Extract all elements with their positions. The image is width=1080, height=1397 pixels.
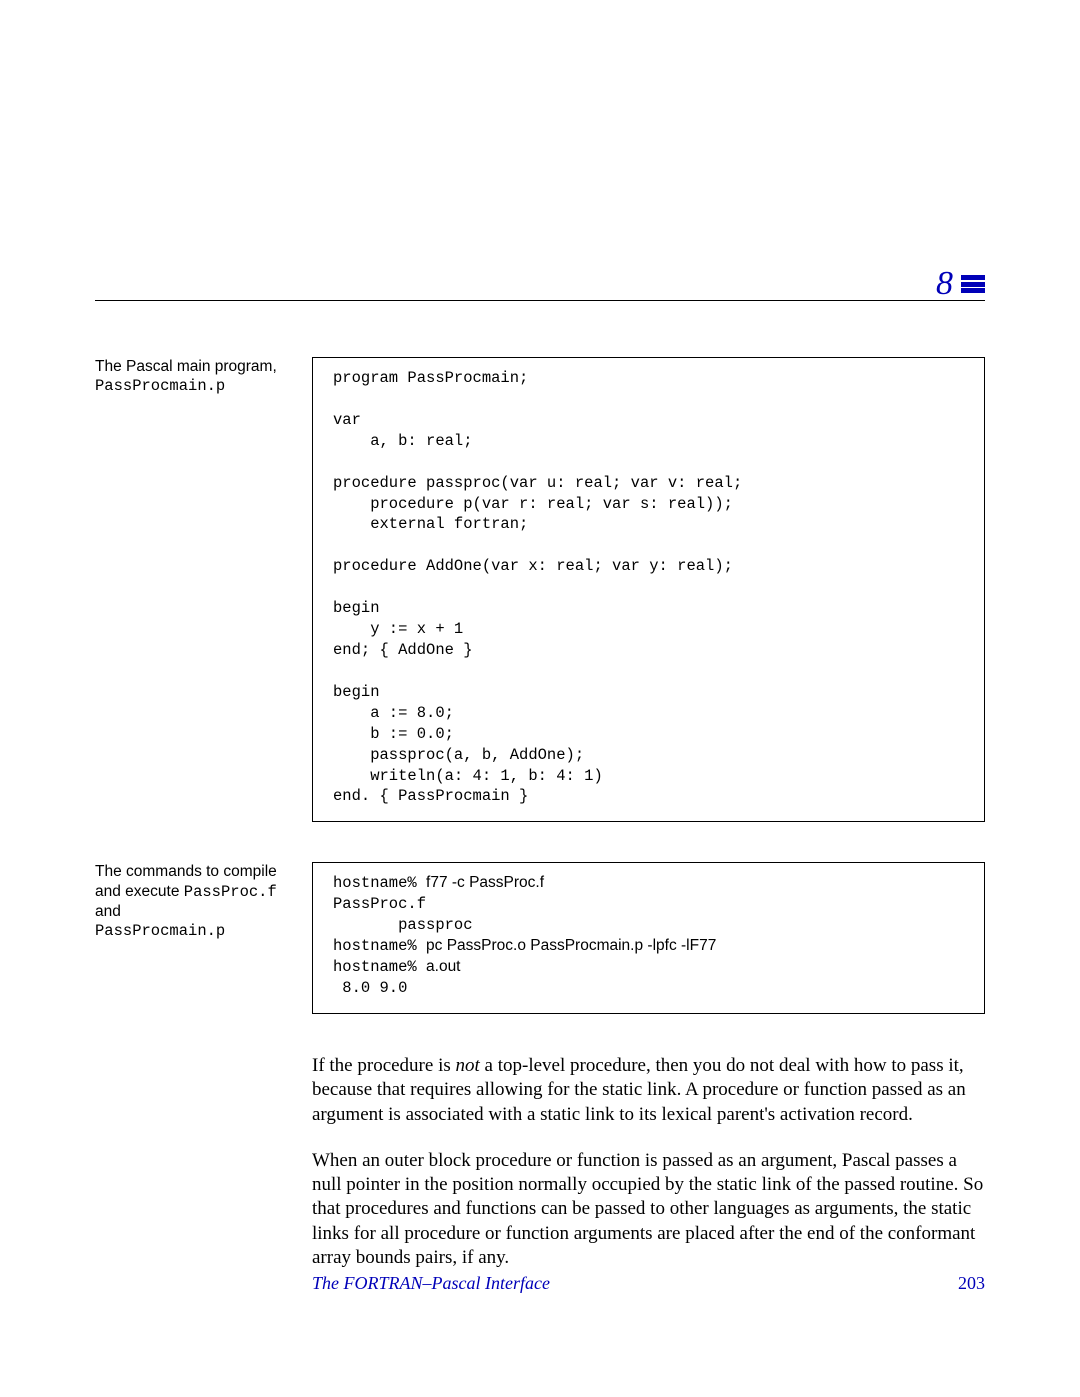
term-out-2: passproc [333,916,473,934]
term-out-3: 8.0 9.0 [333,979,407,997]
term-cmd-2: pc PassProc.o PassProcmain.p -lpfc -lF77 [426,937,716,954]
para1-pre: If the procedure is [312,1055,456,1076]
caption-2: The commands to compile and execute Pass… [95,862,290,942]
code-listing-2: hostname% f77 -c PassProc.f PassProc.f p… [312,862,985,1014]
term-cmd-1: f77 -c PassProc.f [426,874,544,891]
code-listing-1: program PassProcmain; var a, b: real; pr… [312,357,985,822]
footer-title: The FORTRAN–Pascal Interface [312,1273,550,1294]
header-rule [95,300,985,301]
term-out-1: PassProc.f [333,895,426,913]
caption-1-filename: PassProcmain.p [95,377,225,395]
caption-2-file1: PassProc.f [184,883,277,901]
chapter-number: 8 [936,265,953,303]
term-host-3: hostname% [333,958,426,976]
caption-1: The Pascal main program, PassProcmain.p [95,357,290,397]
menu-bars-icon [961,272,985,296]
chapter-header: 8 [95,265,985,303]
term-host-1: hostname% [333,874,426,892]
para1-em: not [456,1055,480,1076]
caption-2-file2: PassProcmain.p [95,922,225,940]
page-footer: The FORTRAN–Pascal Interface 203 [95,1273,985,1294]
term-host-2: hostname% [333,937,426,955]
example-row-2: The commands to compile and execute Pass… [95,862,985,1014]
content-area: The Pascal main program, PassProcmain.p … [95,357,985,1292]
page: 8 The Pascal main program, PassProcmain.… [0,0,1080,1397]
example-row-1: The Pascal main program, PassProcmain.p … [95,357,985,822]
paragraph-1: If the procedure is not a top-level proc… [312,1054,985,1127]
caption-1-text: The Pascal main program, [95,358,277,375]
code-1-body: program PassProcmain; var a, b: real; pr… [333,369,742,805]
term-cmd-3: a.out [426,958,460,975]
footer-page-number: 203 [958,1273,985,1294]
caption-2-mid: and [95,903,121,920]
paragraph-2: When an outer block procedure or functio… [312,1149,985,1271]
